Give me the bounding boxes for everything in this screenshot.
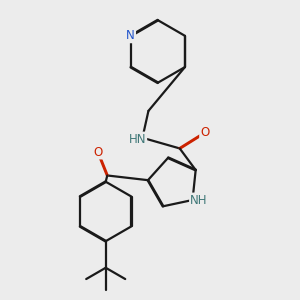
Text: NH: NH — [190, 194, 208, 206]
Text: O: O — [93, 146, 103, 158]
Text: N: N — [126, 29, 135, 42]
Text: HN: HN — [129, 133, 146, 146]
Text: O: O — [200, 126, 209, 139]
